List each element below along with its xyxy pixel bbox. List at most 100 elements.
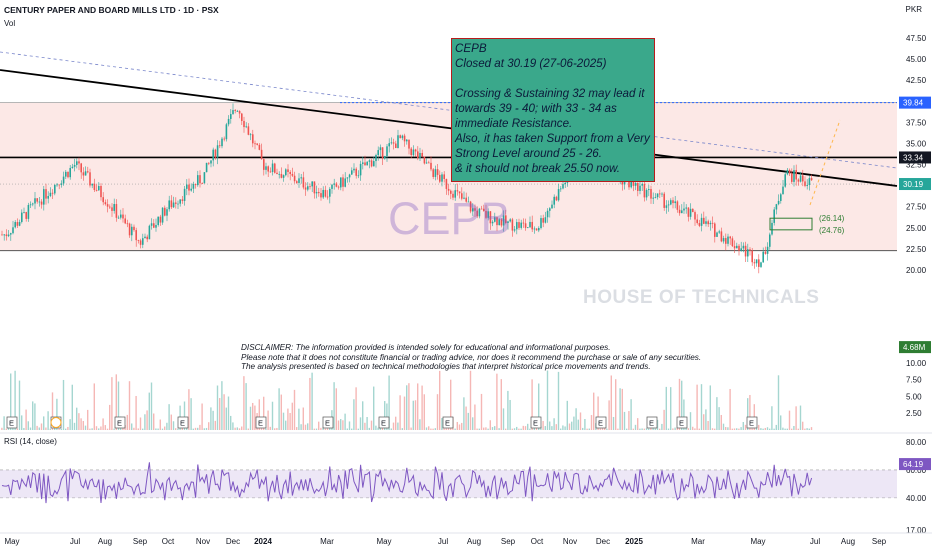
volume-bar <box>694 428 696 430</box>
volume-bar <box>430 428 432 430</box>
candle-body <box>502 215 505 226</box>
candle-body <box>102 197 104 203</box>
volume-bar <box>296 427 298 430</box>
candle-body <box>738 245 740 251</box>
candle-body <box>335 183 338 187</box>
volume-bar <box>183 401 186 430</box>
candle-body <box>89 172 91 186</box>
candle-body <box>267 166 269 172</box>
volume-bar <box>311 372 313 430</box>
volume-bar <box>648 428 650 430</box>
volume-bar <box>346 428 348 430</box>
volume-bar <box>656 419 659 430</box>
candle-body <box>296 181 298 183</box>
volume-bar <box>1 427 3 430</box>
volume-bar <box>645 428 648 430</box>
time-tick: Nov <box>196 537 210 546</box>
volume-bar <box>727 427 729 430</box>
volume-bar <box>344 413 346 430</box>
volume-bar <box>232 422 234 430</box>
volume-bar <box>544 426 546 430</box>
volume-bar <box>714 428 716 430</box>
candle-body <box>742 245 745 249</box>
candle-body <box>100 185 102 198</box>
volume-bar <box>531 379 533 430</box>
candle-body <box>687 207 690 217</box>
volume-bar <box>276 427 278 430</box>
volume-bar <box>758 424 760 430</box>
candle-body <box>133 226 135 231</box>
volume-bar <box>590 415 593 430</box>
candle-body <box>727 236 729 244</box>
candle-body <box>254 143 256 145</box>
volume-bar <box>555 424 557 430</box>
candle-body <box>276 172 278 175</box>
volume-bar <box>406 385 408 430</box>
candle-body <box>637 183 639 191</box>
volume-bar <box>401 428 403 430</box>
candle-body <box>511 219 514 231</box>
volume-bar <box>696 384 698 430</box>
volume-bar <box>672 428 674 430</box>
candle-body <box>142 238 144 245</box>
volume-bar <box>111 377 113 430</box>
candle-body <box>111 207 113 211</box>
volume-bar <box>16 428 18 430</box>
volume-bar <box>29 427 32 430</box>
volume-bar <box>601 426 604 430</box>
candle-body <box>401 135 404 139</box>
volume-bar <box>89 428 91 430</box>
candle-body <box>168 200 170 210</box>
volume-bar <box>465 406 467 430</box>
candle-body <box>529 221 531 228</box>
candle-body <box>461 193 463 199</box>
volume-bar <box>485 427 487 430</box>
volume-bar <box>716 397 718 430</box>
volume-bar <box>513 428 516 430</box>
candle-body <box>496 217 498 226</box>
volume-bar <box>32 401 34 430</box>
volume-bar <box>599 428 601 430</box>
volume-bar <box>368 427 370 430</box>
volume-bar <box>766 427 769 430</box>
volume-bar <box>733 428 736 430</box>
candle-body <box>285 169 287 176</box>
candle-body <box>777 200 780 205</box>
candle-body <box>221 138 223 147</box>
volume-bar <box>71 384 73 430</box>
volume-bar <box>518 428 520 430</box>
price-tick: 37.50 <box>906 118 927 127</box>
candle-body <box>775 204 778 210</box>
candle-body <box>564 182 566 185</box>
volume-bar <box>159 419 161 430</box>
candle-body <box>441 174 443 182</box>
candle-body <box>16 222 19 226</box>
volume-bar <box>507 390 509 430</box>
candle-body <box>7 234 10 237</box>
candle-body <box>76 161 78 165</box>
volume-bar <box>683 399 685 430</box>
candle-body <box>109 206 111 208</box>
volume-bar <box>476 428 478 430</box>
volume-bar <box>80 418 82 430</box>
candle-body <box>656 193 659 198</box>
candle-body <box>214 149 217 158</box>
candle-body <box>181 199 184 201</box>
volume-bar <box>637 418 639 430</box>
time-tick: Aug <box>467 537 481 546</box>
volume-bar <box>43 416 45 430</box>
support-label-lower: (24.76) <box>819 226 845 235</box>
candle-body <box>329 188 331 197</box>
candle-body <box>478 208 481 217</box>
time-tick: May <box>750 537 765 546</box>
candle-body <box>681 210 683 214</box>
volume-bar <box>542 420 544 430</box>
candle-body <box>322 189 324 198</box>
volume-tick: 2.50 <box>906 409 922 418</box>
candle-body <box>313 181 316 194</box>
candle-body <box>223 138 225 140</box>
candle-body <box>216 145 219 158</box>
volume-bar <box>786 428 788 430</box>
candles <box>1 103 813 274</box>
